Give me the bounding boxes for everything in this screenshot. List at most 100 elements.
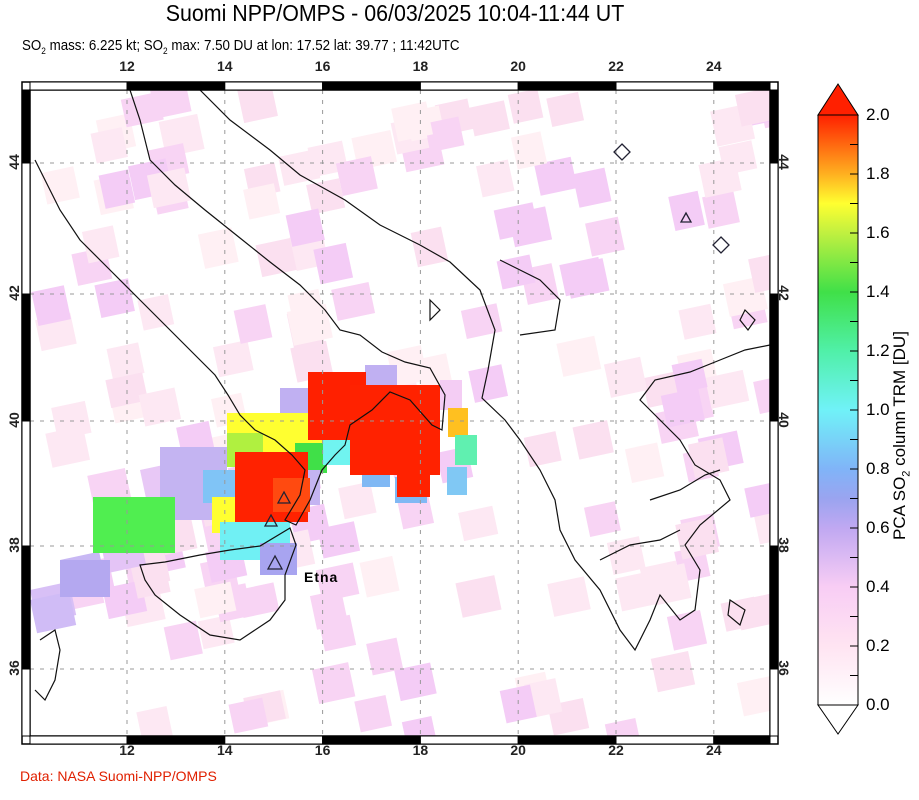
map-subtitle: SO2 mass: 6.225 kt; SO2 max: 7.50 DU at … — [22, 38, 460, 56]
so2-pixel — [556, 335, 602, 377]
volcano-markers — [263, 143, 730, 570]
lat-tick-label: 38 — [776, 537, 792, 553]
so2-pixel — [31, 285, 71, 326]
so2-plume-pixel — [60, 560, 110, 597]
so2-pixel — [666, 609, 708, 651]
colorbar — [817, 83, 859, 735]
so2-pixel — [331, 281, 376, 321]
lat-tick-label: 40 — [776, 412, 792, 428]
lon-tick-label: 14 — [217, 58, 233, 74]
so2-pixel — [744, 481, 770, 518]
colorbar-tick-label: 1.6 — [866, 223, 890, 242]
so2-plume-pixel — [455, 435, 477, 465]
lat-tick-label: 42 — [6, 285, 22, 301]
coastline — [34, 90, 446, 526]
so2-pixel — [233, 304, 273, 344]
so2-pixel — [335, 156, 378, 196]
lat-tick-label: 44 — [6, 154, 22, 170]
so2-pixel — [507, 90, 544, 124]
colorbar-label: PCA SO2 column TRM [DU] — [890, 331, 913, 540]
colorbar-tick-label: 0.0 — [866, 695, 890, 714]
so2-background-pixels — [30, 90, 770, 736]
so2-pixel — [45, 425, 91, 468]
so2-pixel — [671, 358, 708, 394]
diamond-marker-icon — [712, 236, 730, 254]
so2-pixel — [212, 340, 254, 378]
volcano-triangle-icon — [266, 554, 284, 570]
so2-pixel — [668, 190, 705, 231]
so2-pixel — [534, 156, 578, 196]
so2-pixel — [458, 505, 499, 542]
so2-pixel — [309, 589, 349, 630]
so2-pixel — [572, 420, 614, 460]
lon-tick-label: 22 — [608, 742, 624, 758]
lon-tick-label: 12 — [119, 58, 135, 74]
coastline — [599, 529, 681, 561]
so2-pixel — [278, 149, 321, 186]
map-title: Suomi NPP/OMPS - 06/03/2025 10:04-11:44 … — [165, 0, 625, 26]
lon-tick-label: 14 — [217, 742, 233, 758]
diamond-marker-icon — [613, 143, 631, 161]
so2-pixel — [81, 225, 120, 264]
coastline — [34, 629, 61, 702]
lon-tick-label: 22 — [608, 58, 624, 74]
so2-pixel — [650, 650, 696, 693]
lat-tick-label: 36 — [6, 660, 22, 676]
so2-pixel — [660, 387, 705, 428]
so2-pixel — [176, 420, 215, 456]
so2-pixel — [546, 91, 585, 127]
so2-pixel — [197, 227, 239, 269]
volcano-triangle-icon — [263, 513, 279, 527]
so2-pixel — [468, 100, 510, 137]
so2-pixel — [386, 345, 429, 388]
so2-pixel — [338, 481, 377, 520]
so2-pixel — [163, 620, 203, 661]
so2-pixel — [136, 705, 174, 736]
subtitle-sub: 2 — [163, 45, 168, 56]
so2-pixel — [286, 303, 333, 346]
so2-pixel — [243, 183, 281, 220]
colorbar-tick-label: 0.4 — [866, 577, 890, 596]
so2-pixel — [255, 238, 297, 278]
map-frame-axis-bars — [21, 81, 779, 745]
so2-pixel — [585, 216, 625, 257]
so2-plume-pixel — [93, 497, 175, 553]
so2-pixel — [704, 369, 750, 409]
so2-pixel — [702, 190, 740, 229]
so2-pixel — [468, 364, 509, 403]
so2-pixel — [354, 695, 392, 733]
so2-pixel — [748, 253, 770, 293]
graticule — [30, 90, 770, 736]
so2-plume-pixel — [350, 385, 440, 475]
so2-pixel — [98, 169, 136, 209]
lon-tick-label: 16 — [314, 58, 331, 74]
so2-pixel — [734, 90, 770, 127]
coastlines — [34, 90, 770, 702]
so2-pixel — [237, 90, 278, 124]
colorbar-tick-label: 1.0 — [866, 400, 890, 419]
so2-pixel — [106, 342, 145, 380]
so2-pixel — [30, 591, 77, 634]
lon-tick-label: 24 — [706, 58, 722, 74]
so2-pixel — [394, 662, 437, 702]
colorbar-bottom-arrow — [817, 704, 859, 735]
colorbar-tick-label: 1.4 — [866, 282, 890, 301]
so2-pixel — [493, 202, 539, 240]
so2-pixel — [735, 592, 770, 631]
subtitle-max: max: 7.50 DU at lon: 17.52 lat: 39.77 ; … — [167, 38, 460, 54]
so2-plume-pixel — [397, 465, 430, 497]
lat-tick-label: 40 — [6, 412, 22, 428]
volcano-triangle-icon — [276, 490, 292, 504]
so2-pixel — [603, 356, 648, 398]
coastline — [429, 298, 441, 322]
coastline — [499, 259, 561, 336]
triangle-marker-icon — [679, 211, 693, 223]
so2-pixel — [410, 226, 449, 268]
so2-pixel — [131, 564, 171, 599]
colorbar-tick-label: 0.6 — [866, 518, 890, 537]
so2-pixel — [306, 178, 346, 215]
so2-pixel — [138, 387, 182, 427]
so2-pixel — [604, 717, 642, 736]
lat-tick-label: 36 — [776, 660, 792, 676]
